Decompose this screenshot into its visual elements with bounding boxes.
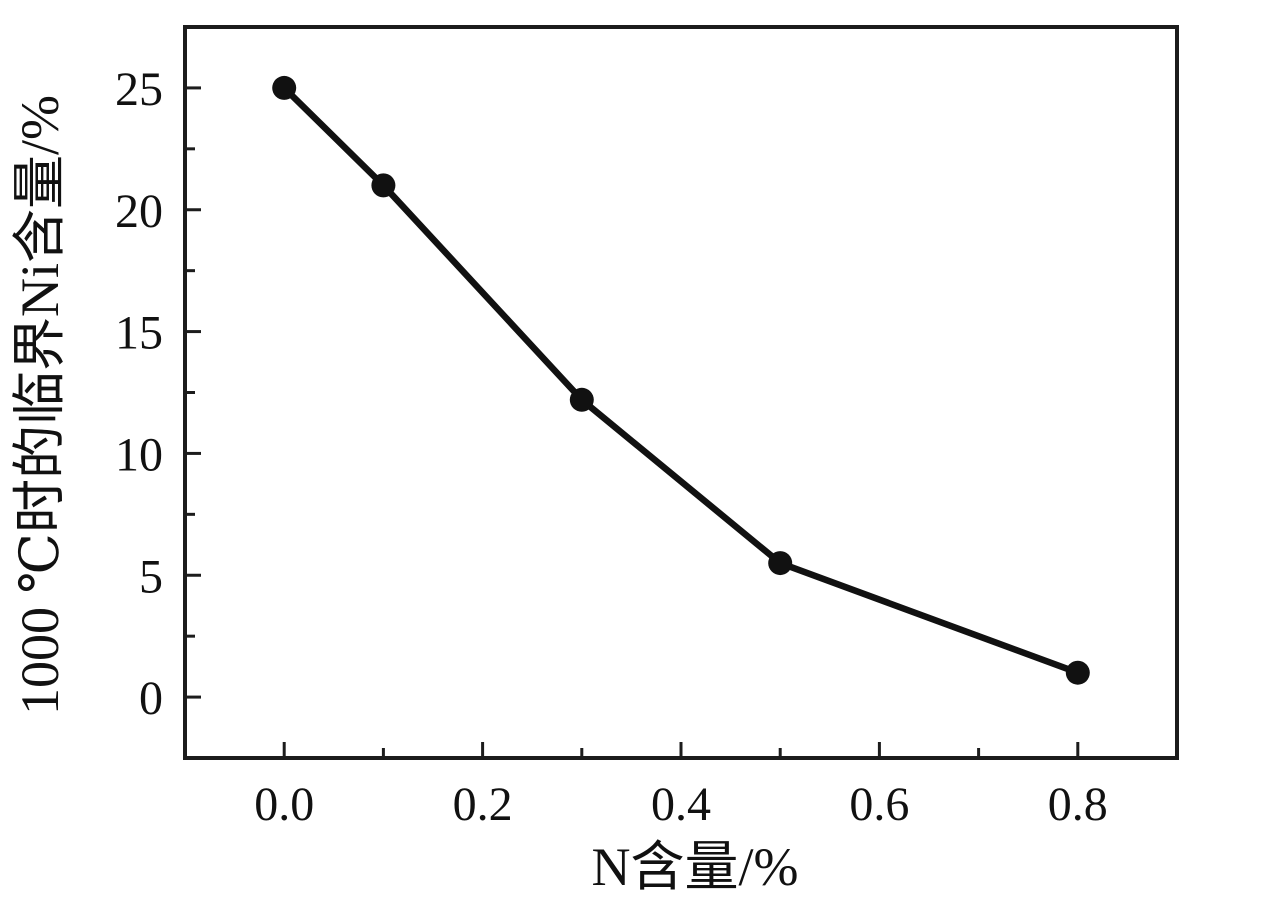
- y-tick-label: 5: [139, 550, 163, 603]
- x-tick-label: 0.4: [651, 778, 711, 831]
- data-line: [280, 84, 1082, 676]
- y-axis-label: 1000 ℃时的临界Ni含量/%: [10, 95, 70, 715]
- x-tick-label: 0.8: [1048, 778, 1108, 831]
- y-tick-label: 10: [115, 428, 163, 481]
- x-axis-label: N含量/%: [592, 837, 799, 897]
- x-tick-label: 0.2: [453, 778, 513, 831]
- data-point-marker: [272, 75, 297, 100]
- data-point-marker: [1065, 660, 1090, 685]
- x-axis-tick-labels: 0.0 0.2 0.4 0.6 0.8: [254, 778, 1108, 831]
- y-axis-minor-ticks: [185, 147, 195, 638]
- y-axis-major-ticks: [185, 86, 201, 699]
- y-axis-tick-labels: 0 5 10 15 20 25: [115, 63, 163, 725]
- y-tick-label: 15: [115, 307, 163, 360]
- data-point-marker: [569, 387, 594, 412]
- y-tick-label: 0: [139, 672, 163, 725]
- data-point-marker: [768, 551, 793, 576]
- x-tick-label: 0.0: [254, 778, 314, 831]
- x-axis-major-ticks: [282, 742, 1080, 758]
- y-tick-label: 20: [115, 185, 163, 238]
- x-tick-label: 0.6: [849, 778, 909, 831]
- data-points: [272, 75, 1090, 685]
- x-axis-minor-ticks: [381, 748, 981, 758]
- data-point-marker: [371, 173, 396, 198]
- y-tick-label: 25: [115, 63, 163, 116]
